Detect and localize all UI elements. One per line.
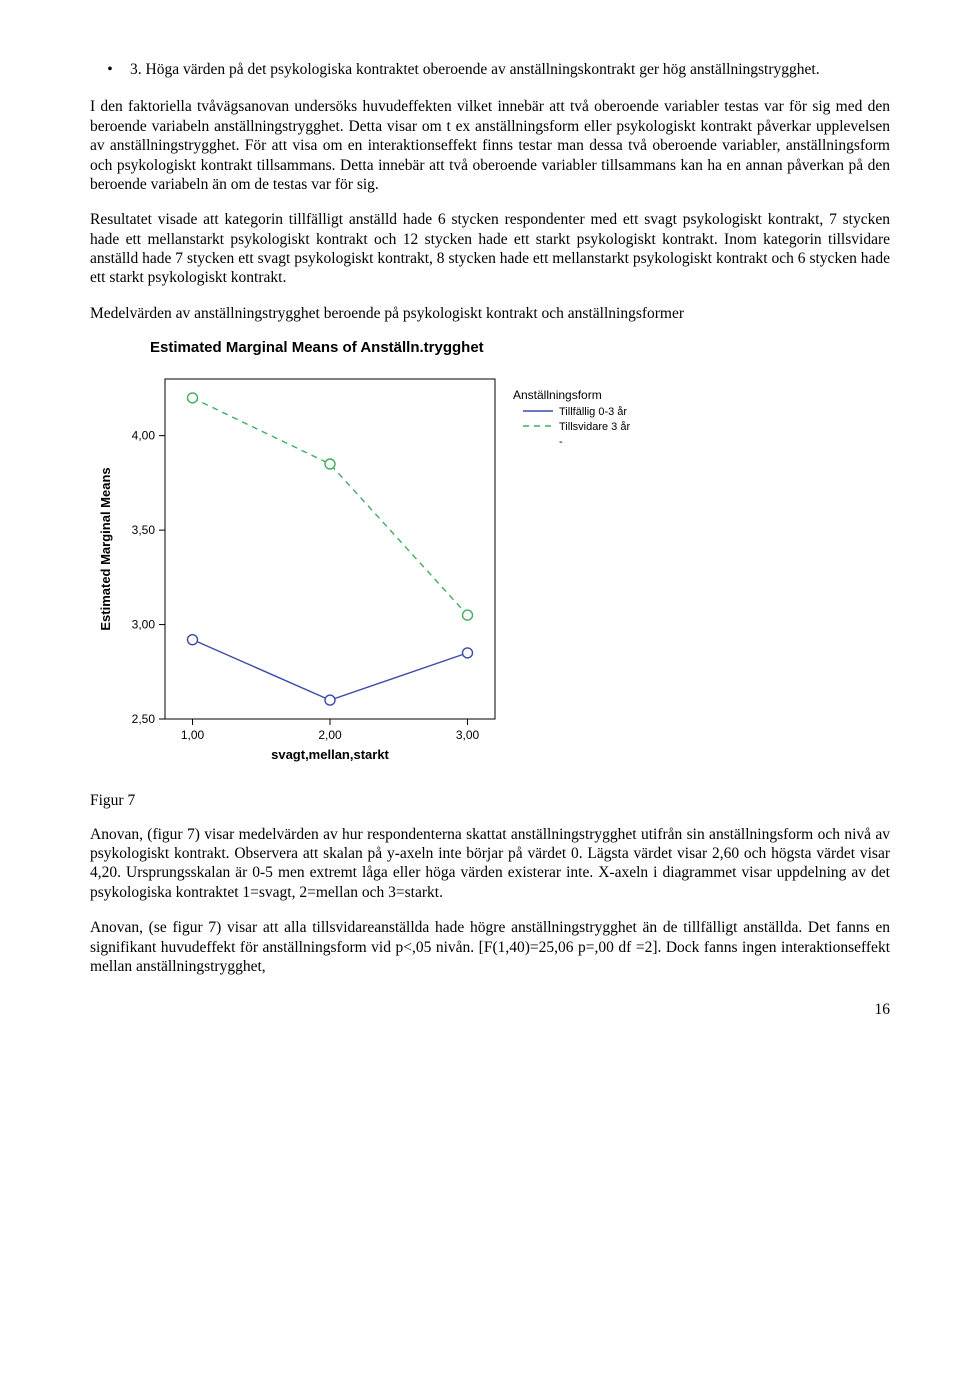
- chart-container: Estimated Marginal Means of Anställn.try…: [80, 339, 890, 789]
- svg-text:Tillsvidare 3 år: Tillsvidare 3 år: [559, 421, 630, 433]
- paragraph-3: Medelvärden av anställningstrygghet bero…: [90, 304, 890, 323]
- bullet-marker: •: [90, 60, 130, 79]
- svg-text:Tillfällig 0-3 år: Tillfällig 0-3 år: [559, 406, 627, 418]
- figure-label: Figur 7: [90, 791, 890, 810]
- svg-text:-: -: [559, 436, 563, 448]
- page-number: 16: [90, 1000, 890, 1019]
- paragraph-5: Anovan, (se figur 7) visar att alla till…: [90, 918, 890, 976]
- bullet-text: 3. Höga värden på det psykologiska kontr…: [130, 60, 820, 79]
- bullet-item: • 3. Höga värden på det psykologiska kon…: [90, 60, 890, 79]
- svg-text:4,00: 4,00: [132, 429, 156, 443]
- svg-text:3,00: 3,00: [456, 728, 480, 742]
- paragraph-1: I den faktoriella tvåvägsanovan undersök…: [90, 97, 890, 194]
- paragraph-2: Resultatet visade att kategorin tillfäll…: [90, 210, 890, 288]
- svg-text:1,00: 1,00: [181, 728, 205, 742]
- line-chart: 2,50 3,00 3,50 4,00 1,00 2,00 3,00 svagt,mellan…: [80, 364, 720, 784]
- svg-text:Estimated Marginal Means: Estimated Marginal Means: [98, 467, 113, 630]
- svg-text:svagt,mellan,starkt: svagt,mellan,starkt: [271, 747, 389, 762]
- svg-text:2,00: 2,00: [318, 728, 342, 742]
- paragraph-4: Anovan, (figur 7) visar medelvärden av h…: [90, 825, 890, 903]
- svg-text:3,00: 3,00: [132, 617, 156, 631]
- svg-text:3,50: 3,50: [132, 523, 156, 537]
- svg-text:Anställningsform: Anställningsform: [513, 388, 602, 402]
- svg-text:2,50: 2,50: [132, 712, 156, 726]
- chart-title: Estimated Marginal Means of Anställn.try…: [150, 339, 890, 358]
